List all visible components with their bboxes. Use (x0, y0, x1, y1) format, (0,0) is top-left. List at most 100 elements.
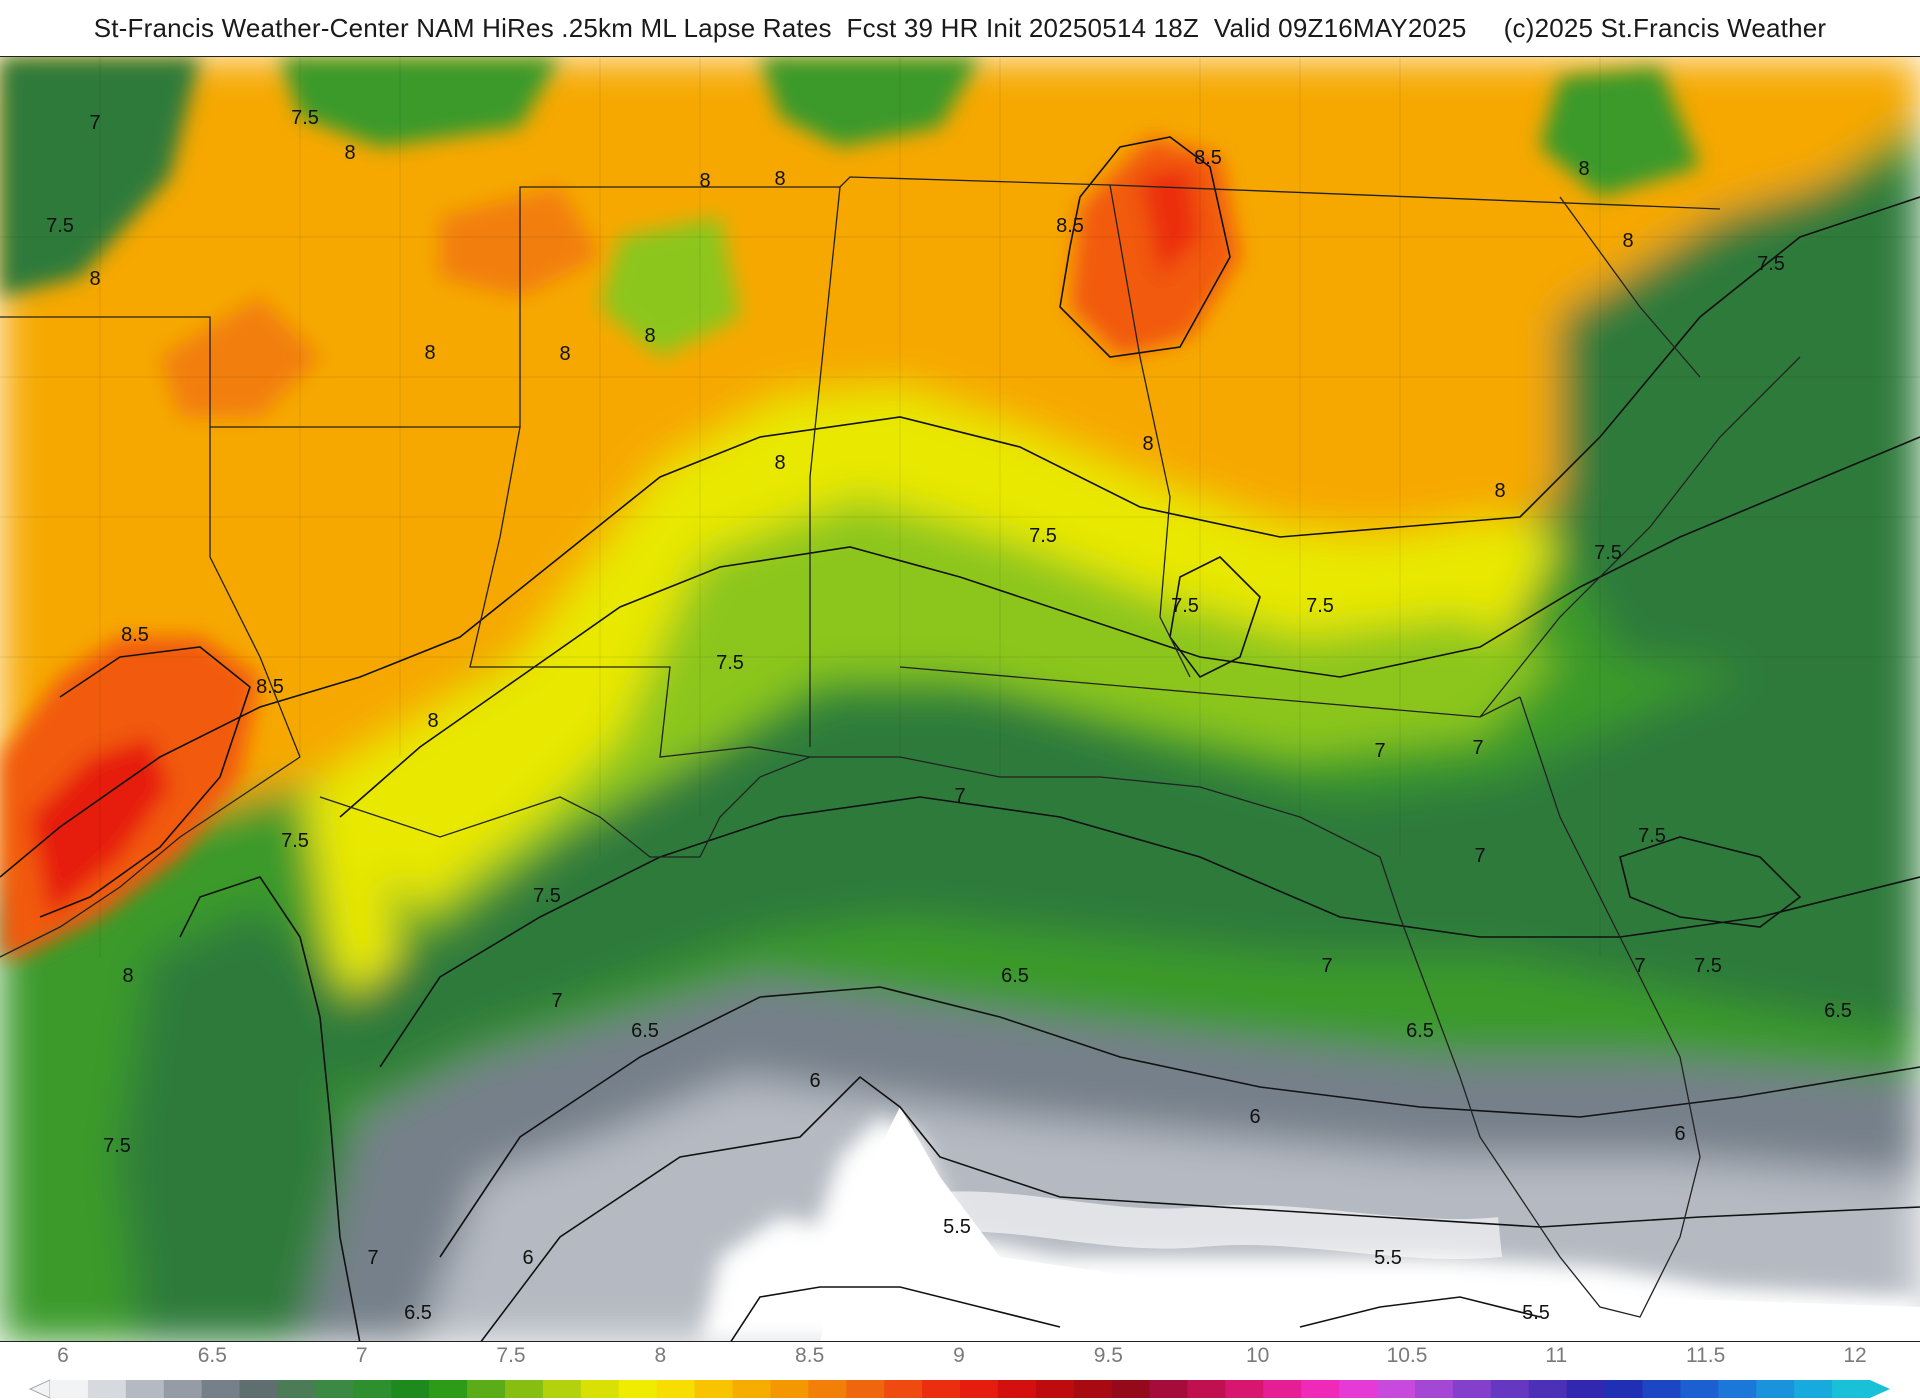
colorbar-swatch (846, 1380, 885, 1398)
contour-labels: 7 7.5 7.5 8 8 8 8 8 8 8.5 8.5 8 8 7.5 8.5 8.5 8 7.5 7.5 7.5… (46, 107, 1852, 1324)
contour-label: 7.5 (533, 885, 561, 907)
contour-label: 6 (1249, 1106, 1260, 1128)
contour-label: 8 (427, 710, 438, 732)
colorbar-swatch (467, 1380, 506, 1398)
lapse-rate-field: 7 7.5 7.5 8 8 8 8 8 8 8.5 8.5 8 8 7.5 8.5 8.5 8 7.5 7.5 7.5… (0, 57, 1920, 1341)
colorbar-swatch (239, 1380, 278, 1398)
colorbar-tick-label: 10 (1245, 1344, 1270, 1367)
contour-label: 8 (774, 168, 785, 190)
colorbar-tick-label: 9 (953, 1344, 965, 1367)
contour-label: 6.5 (631, 1020, 659, 1042)
contour-label: 8 (559, 343, 570, 365)
colorbar-swatch (1187, 1380, 1226, 1398)
colorbar-swatch (1111, 1380, 1151, 1398)
colorbar-swatch (315, 1380, 354, 1398)
colorbar-swatch (1225, 1380, 1264, 1398)
colorbar-swatch (732, 1380, 771, 1398)
contour-label: 6.5 (1406, 1020, 1434, 1042)
contour-label: 8.5 (1194, 147, 1222, 169)
contour-label: 8 (1142, 433, 1153, 455)
colorbar-tick-label: 6.5 (197, 1344, 227, 1367)
colorbar-swatch (1263, 1380, 1302, 1398)
contour-label: 7.5 (1306, 595, 1334, 617)
colorbar-swatch (1339, 1380, 1378, 1398)
colorbar-swatch (618, 1380, 658, 1398)
colorbar-swatch (1528, 1380, 1568, 1398)
contour-label: 6.5 (1824, 1000, 1852, 1022)
contour-label: 7 (1321, 955, 1332, 977)
colorbar-tick-label: 7.5 (496, 1344, 526, 1367)
colorbar-swatch (1832, 1380, 1871, 1398)
contour-label: 8 (344, 142, 355, 164)
contour-label: 6 (1674, 1123, 1685, 1145)
colorbar-swatch (960, 1380, 999, 1398)
colorbar-tick-label: 9.5 (1093, 1344, 1123, 1367)
colorbar-swatch (542, 1380, 582, 1398)
contour-label: 7.5 (1757, 253, 1785, 275)
colorbar-swatch (125, 1380, 165, 1398)
colorbar-swatch (656, 1380, 696, 1398)
colorbar-swatch (1452, 1380, 1492, 1398)
colorbar-tick-label: 11.5 (1685, 1344, 1726, 1367)
colorbar-left-arrow (28, 1379, 51, 1399)
colorbar: 6 6.5 7 7.5 8 8.5 9 9.5 10 10.5 11 11.5 12 (0, 1342, 1920, 1400)
contour-label: 7.5 (1638, 825, 1666, 847)
colorbar-swatch (1794, 1380, 1833, 1398)
colorbar-tick-label: 11 (1545, 1344, 1568, 1367)
contour-label: 8 (122, 965, 133, 987)
contour-label: 5.5 (1374, 1247, 1402, 1269)
contour-label: 7 (551, 990, 562, 1012)
map-title: St-Francis Weather-Center NAM HiRes .25k… (93, 12, 1827, 43)
colorbar-tick-label: 7 (355, 1344, 368, 1367)
colorbar-swatch (277, 1380, 316, 1398)
shaded-field-detail (0, 57, 1920, 1341)
contour-label: 7.5 (716, 652, 744, 674)
colorbar-swatch (997, 1380, 1037, 1398)
colorbar-swatch (1680, 1380, 1719, 1398)
colorbar-swatch (1566, 1380, 1606, 1398)
colorbar-swatch (50, 1380, 89, 1398)
colorbar-swatch (1490, 1380, 1530, 1398)
contour-label: 7.5 (1594, 542, 1622, 564)
colorbar-swatch (87, 1380, 127, 1398)
contour-label: 7 (367, 1247, 378, 1269)
contour-label: 8 (644, 325, 655, 347)
contour-label: 7.5 (1171, 595, 1199, 617)
low-lapse-area (820, 1107, 1920, 1341)
contour-label: 7.5 (1694, 955, 1722, 977)
colorbar-swatch (391, 1380, 430, 1398)
state-boundaries (0, 176, 1801, 1318)
colorbar-swatch (429, 1380, 468, 1398)
contour-label: 7 (1374, 740, 1385, 762)
colorbar-swatch (1642, 1380, 1681, 1398)
colorbar-swatch (201, 1380, 241, 1398)
colorbar-tick-label: 12 (1843, 1344, 1867, 1367)
contour-label: 8.5 (121, 624, 149, 646)
colorbar-swatch (808, 1380, 847, 1398)
contour-label: 7 (1472, 737, 1483, 759)
colorbar-swatch (1756, 1380, 1795, 1398)
colorbar-swatch (1073, 1380, 1113, 1398)
contour-label: 7 (1634, 955, 1645, 977)
colorbar-swatch (1377, 1380, 1416, 1398)
contour-label: 8 (1494, 480, 1505, 502)
contour-label: 7.5 (281, 830, 309, 852)
colorbar-swatch (1604, 1380, 1643, 1398)
colorbar-tick-label: 8.5 (795, 1344, 825, 1367)
colorbar-swatch (1301, 1380, 1340, 1398)
contour-label: 6.5 (404, 1302, 432, 1324)
contour-label: 7 (954, 785, 965, 807)
colorbar-swatch (922, 1380, 961, 1398)
colorbar-strip (28, 1379, 1890, 1399)
contour-label: 8 (774, 452, 785, 474)
contour-label: 8 (1578, 158, 1589, 180)
contour-label: 6 (522, 1247, 533, 1269)
colorbar-tick-label: 8 (654, 1344, 667, 1367)
county-lines (0, 57, 1920, 957)
colorbar-right-arrow (1870, 1380, 1890, 1398)
contour-label: 6 (809, 1070, 820, 1092)
contour-label: 5.5 (1522, 1302, 1550, 1324)
colorbar-tick-label: 10.5 (1386, 1344, 1428, 1367)
contour-label: 8 (699, 170, 710, 192)
title-bar: St-Francis Weather-Center NAM HiRes .25k… (0, 0, 1920, 56)
